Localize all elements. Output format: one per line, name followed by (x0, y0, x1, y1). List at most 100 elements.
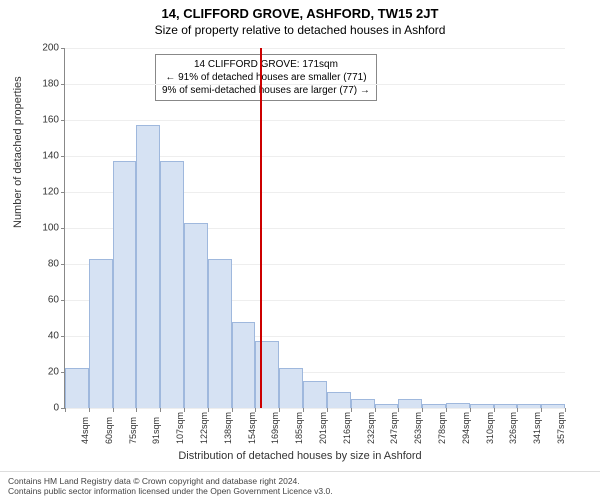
x-tick (446, 408, 447, 412)
y-tick (61, 84, 65, 85)
gridline (65, 48, 565, 49)
x-tick-label: 216sqm (342, 412, 352, 444)
histogram-bar (160, 161, 184, 408)
footer: Contains HM Land Registry data © Crown c… (0, 471, 600, 500)
histogram-bar (89, 259, 113, 408)
y-tick-label: 20 (29, 367, 59, 378)
y-tick-label: 100 (29, 223, 59, 234)
x-tick-label: 357sqm (556, 412, 566, 444)
histogram-bar (422, 404, 446, 408)
histogram-bar (398, 399, 422, 408)
x-tick-label: 201sqm (318, 412, 328, 444)
x-tick-label: 91sqm (151, 417, 161, 444)
x-tick-label: 169sqm (270, 412, 280, 444)
gridline (65, 120, 565, 121)
y-tick (61, 120, 65, 121)
x-tick-label: 232sqm (366, 412, 376, 444)
histogram-bar (136, 125, 160, 408)
x-tick (65, 408, 66, 412)
x-tick (255, 408, 256, 412)
x-tick-label: 44sqm (80, 417, 90, 444)
x-axis-label: Distribution of detached houses by size … (0, 450, 600, 462)
y-tick (61, 336, 65, 337)
x-tick-label: 185sqm (294, 412, 304, 444)
gridline (65, 84, 565, 85)
footer-line-2: Contains public sector information licen… (8, 486, 592, 496)
y-tick-label: 200 (29, 43, 59, 54)
x-tick-label: 326sqm (508, 412, 518, 444)
x-tick-label: 122sqm (199, 412, 209, 444)
x-tick (375, 408, 376, 412)
x-tick (89, 408, 90, 412)
y-tick-label: 80 (29, 259, 59, 270)
footer-line-1: Contains HM Land Registry data © Crown c… (8, 476, 592, 486)
y-tick (61, 48, 65, 49)
x-tick-label: 154sqm (247, 412, 257, 444)
histogram-bar (255, 341, 279, 408)
y-tick-label: 180 (29, 79, 59, 90)
x-tick-label: 138sqm (223, 412, 233, 444)
histogram-bar (279, 368, 303, 408)
x-tick-label: 247sqm (389, 412, 399, 444)
y-axis-label: Number of detached properties (12, 76, 24, 228)
x-tick-label: 263sqm (413, 412, 423, 444)
x-tick (232, 408, 233, 412)
annotation-box: 14 CLIFFORD GROVE: 171sqm ← 91% of detac… (155, 54, 377, 101)
x-tick (136, 408, 137, 412)
y-tick (61, 228, 65, 229)
page-title: 14, CLIFFORD GROVE, ASHFORD, TW15 2JT (0, 0, 600, 21)
histogram-bar (303, 381, 327, 408)
annotation-line-1: 14 CLIFFORD GROVE: 171sqm (162, 58, 370, 71)
histogram-bar (327, 392, 351, 408)
x-tick (517, 408, 518, 412)
x-tick (279, 408, 280, 412)
annotation-line-3: 9% of semi-detached houses are larger (7… (162, 84, 370, 97)
x-tick (208, 408, 209, 412)
histogram-bar (208, 259, 232, 408)
x-tick (398, 408, 399, 412)
x-tick-label: 107sqm (175, 412, 185, 444)
histogram-bar (517, 404, 541, 408)
x-tick (351, 408, 352, 412)
y-tick-label: 60 (29, 295, 59, 306)
histogram-bar (470, 404, 494, 408)
x-tick (327, 408, 328, 412)
x-tick-label: 294sqm (461, 412, 471, 444)
y-tick-label: 160 (29, 115, 59, 126)
y-tick-label: 0 (29, 403, 59, 414)
plot-area: 14 CLIFFORD GROVE: 171sqm ← 91% of detac… (64, 48, 565, 409)
gridline (65, 408, 565, 409)
histogram-bar (351, 399, 375, 408)
y-tick (61, 300, 65, 301)
histogram-bar (494, 404, 518, 408)
histogram-bar (65, 368, 89, 408)
histogram-bar (541, 404, 565, 408)
y-tick-label: 120 (29, 187, 59, 198)
x-tick-label: 60sqm (104, 417, 114, 444)
histogram-bar (232, 322, 256, 408)
histogram-bar (375, 404, 399, 408)
x-tick (184, 408, 185, 412)
x-tick (470, 408, 471, 412)
y-tick-label: 40 (29, 331, 59, 342)
x-tick (422, 408, 423, 412)
x-tick (303, 408, 304, 412)
y-tick (61, 192, 65, 193)
x-tick (113, 408, 114, 412)
marker-line (260, 48, 262, 408)
y-tick (61, 156, 65, 157)
x-tick-label: 75sqm (128, 417, 138, 444)
x-tick (565, 408, 566, 412)
page-subtitle: Size of property relative to detached ho… (0, 21, 600, 37)
histogram-bar (184, 223, 208, 408)
x-tick-label: 310sqm (485, 412, 495, 444)
annotation-line-2: ← 91% of detached houses are smaller (77… (162, 71, 370, 84)
x-tick (494, 408, 495, 412)
chart-container: 14, CLIFFORD GROVE, ASHFORD, TW15 2JT Si… (0, 0, 600, 500)
y-tick (61, 264, 65, 265)
x-tick-label: 341sqm (532, 412, 542, 444)
y-tick-label: 140 (29, 151, 59, 162)
x-tick (541, 408, 542, 412)
x-tick (160, 408, 161, 412)
histogram-bar (113, 161, 137, 408)
